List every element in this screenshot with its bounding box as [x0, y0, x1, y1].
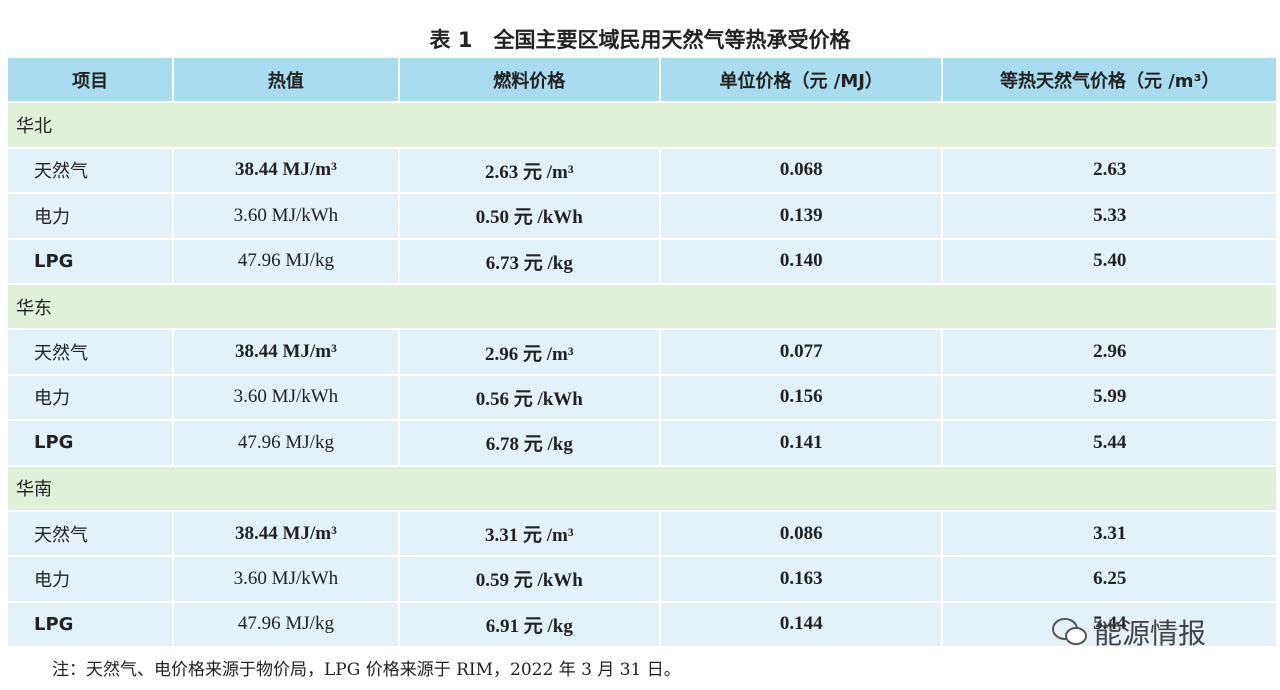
watermark-text: 能源情报	[1094, 617, 1207, 650]
data-cell: 5.44	[943, 602, 1276, 647]
header-cell: 等热天然气价格（元 /m³）	[943, 58, 1276, 102]
header-cell: 热值	[174, 58, 398, 102]
region-row: 华东	[8, 284, 1276, 329]
data-cell: 0.077	[661, 330, 942, 374]
data-row: LPG 47.96 MJ/kg 6.78 元 /kg 0.141 5.44	[8, 421, 1276, 465]
data-cell: LPG	[8, 421, 173, 465]
table-title: 表 1 全国主要区域民用天然气等热承受价格	[429, 28, 851, 52]
data-cell: 天然气	[8, 148, 173, 193]
data-cell: 0.144	[661, 602, 942, 647]
data-cell: 0.156	[661, 375, 942, 420]
data-cell: 0.141	[661, 421, 942, 465]
data-row: 天然气 38.44 MJ/m³ 2.63 元 /m³ 0.068 2.63	[8, 148, 1276, 193]
data-cell: 0.163	[661, 557, 942, 601]
data-cell: 0.139	[661, 194, 942, 238]
data-cell: 5.33	[943, 194, 1276, 238]
data-cell: 电力	[8, 557, 173, 601]
region-row: 华北	[8, 103, 1276, 147]
data-cell: 天然气	[8, 330, 173, 374]
note: 注：天然气、电价格来源于物价局，LPG 价格来源于 RIM，2022 年 3 月…	[52, 660, 681, 680]
data-cell: 电力	[8, 375, 173, 420]
data-row: LPG 47.96 MJ/kg 6.91 元 /kg 0.144 5.44	[8, 602, 1276, 647]
data-cell: 3.31 元 /m³	[399, 511, 659, 556]
data-cell: 3.60 MJ/kWh	[174, 557, 398, 601]
data-cell: 0.50 元 /kWh	[399, 194, 659, 238]
data-cell: 2.63 元 /m³	[399, 148, 659, 193]
data-cell: 47.96 MJ/kg	[174, 602, 398, 647]
price-table: 项目 热值 燃料价格 单位价格（元 /MJ） 等热天然气价格（元 /m³） 华北 天然气 3…	[6, 56, 1278, 648]
data-cell: 5.99	[943, 375, 1276, 420]
header-cell: 单位价格（元 /MJ）	[661, 58, 942, 102]
data-cell: 6.73 元 /kg	[399, 239, 659, 283]
data-cell: 电力	[8, 194, 173, 238]
header-cell: 燃料价格	[399, 58, 659, 102]
data-cell: 6.91 元 /kg	[399, 602, 659, 647]
data-cell: 47.96 MJ/kg	[174, 421, 398, 465]
data-cell: 2.63	[943, 148, 1276, 193]
data-cell: 0.59 元 /kWh	[399, 557, 659, 601]
wechat-icon	[1052, 618, 1087, 645]
data-cell: LPG	[8, 239, 173, 283]
data-cell: 38.44 MJ/m³	[174, 330, 398, 374]
data-row: 天然气 38.44 MJ/m³ 3.31 元 /m³ 0.086 3.31	[8, 511, 1276, 556]
data-row: LPG 47.96 MJ/kg 6.73 元 /kg 0.140 5.40	[8, 239, 1276, 283]
region-cell: 华北	[8, 103, 1276, 147]
data-cell: 3.31	[943, 511, 1276, 556]
data-cell: 0.140	[661, 239, 942, 283]
data-cell: 3.60 MJ/kWh	[174, 375, 398, 420]
data-cell: 6.78 元 /kg	[399, 421, 659, 465]
data-cell: 0.56 元 /kWh	[399, 375, 659, 420]
data-row: 电力 3.60 MJ/kWh 0.59 元 /kWh 0.163 6.25	[8, 557, 1276, 601]
data-cell: 47.96 MJ/kg	[174, 239, 398, 283]
table-body: 华北 天然气 38.44 MJ/m³ 2.63 元 /m³ 0.068 2.63 电力 3.6…	[8, 103, 1276, 647]
watermark: 能源情报	[1050, 612, 1206, 652]
data-row: 电力 3.60 MJ/kWh 0.56 元 /kWh 0.156 5.99	[8, 375, 1276, 420]
data-cell: 0.068	[661, 148, 942, 193]
region-cell: 华东	[8, 284, 1276, 329]
data-cell: 2.96	[943, 330, 1276, 374]
data-cell: 5.40	[943, 239, 1276, 283]
data-cell: 2.96 元 /m³	[399, 330, 659, 374]
data-row: 电力 3.60 MJ/kWh 0.50 元 /kWh 0.139 5.33	[8, 194, 1276, 238]
data-row: 天然气 38.44 MJ/m³ 2.96 元 /m³ 0.077 2.96	[8, 330, 1276, 374]
data-cell: LPG	[8, 602, 173, 647]
region-cell: 华南	[8, 466, 1276, 510]
data-cell: 6.25	[943, 557, 1276, 601]
region-row: 华南	[8, 466, 1276, 510]
data-cell: 38.44 MJ/m³	[174, 148, 398, 193]
data-cell: 3.60 MJ/kWh	[174, 194, 398, 238]
header-row: 项目 热值 燃料价格 单位价格（元 /MJ） 等热天然气价格（元 /m³）	[8, 58, 1276, 102]
data-cell: 5.44	[943, 421, 1276, 465]
data-cell: 38.44 MJ/m³	[174, 511, 398, 556]
data-cell: 天然气	[8, 511, 173, 556]
data-cell: 0.086	[661, 511, 942, 556]
header-cell: 项目	[8, 58, 173, 102]
